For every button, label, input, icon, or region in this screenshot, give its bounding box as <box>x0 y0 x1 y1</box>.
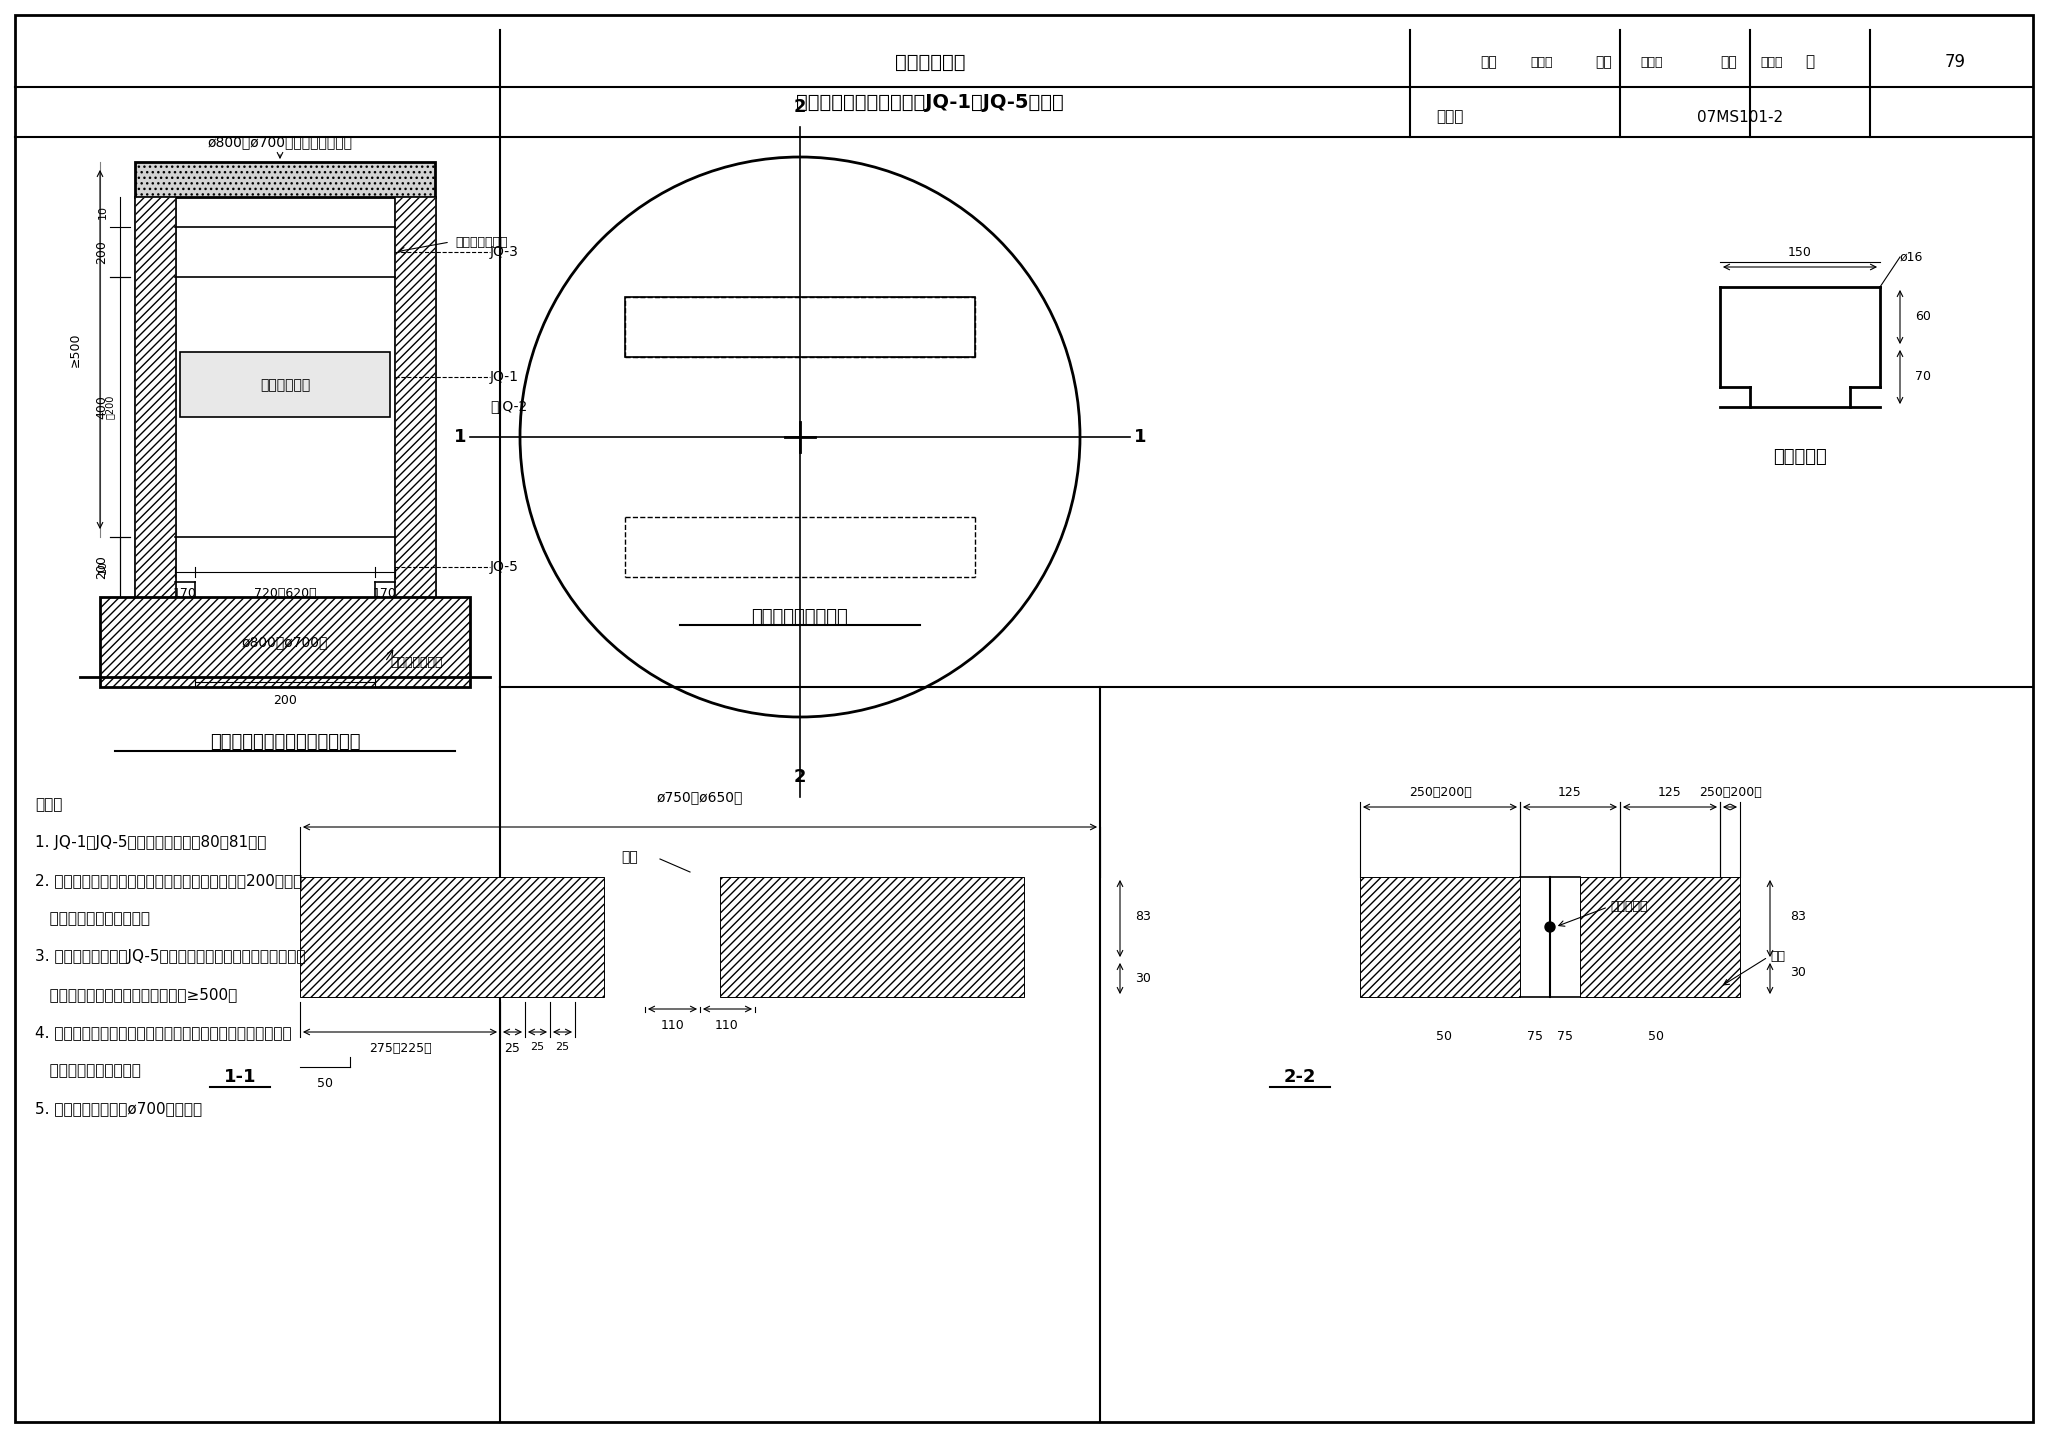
Text: 1. JQ-1～JQ-5配筋图见本图集第80、81页。: 1. JQ-1～JQ-5配筋图见本图集第80、81页。 <box>35 835 266 851</box>
Text: 曾令莅: 曾令莅 <box>1640 56 1663 69</box>
Bar <box>299 877 604 997</box>
Text: ø800（ø700）铸铁井盖及支座: ø800（ø700）铸铁井盖及支座 <box>207 135 352 149</box>
Bar <box>395 197 434 657</box>
Text: 10: 10 <box>98 205 109 218</box>
Text: 螺母及垫圈: 螺母及垫圈 <box>1610 901 1647 914</box>
Text: 2. 根据覆土的深度决定井圈的个数，井圈高度小于200时，可: 2. 根据覆土的深度决定井圈的个数，井圈高度小于200时，可 <box>35 874 303 888</box>
Text: 25: 25 <box>555 1042 569 1052</box>
Text: 铁钉: 铁钉 <box>1769 950 1786 963</box>
Text: 或JQ-2: 或JQ-2 <box>489 399 526 414</box>
Bar <box>100 596 469 687</box>
Bar <box>1581 877 1741 997</box>
Text: 钢筋混凝土预制保温井圈JQ-1～JQ-5组合图: 钢筋混凝土预制保温井圈JQ-1～JQ-5组合图 <box>797 92 1063 112</box>
Text: 及木盖板详图: 及木盖板详图 <box>895 53 965 72</box>
Text: 400: 400 <box>94 395 109 420</box>
Text: 50: 50 <box>317 1076 334 1091</box>
Text: 170: 170 <box>174 586 197 601</box>
Bar <box>135 197 174 657</box>
Text: 79: 79 <box>1944 53 1966 70</box>
Text: 页: 页 <box>1806 55 1815 69</box>
Text: 75: 75 <box>1556 1030 1573 1043</box>
Text: 木制保温盖板平面图: 木制保温盖板平面图 <box>752 608 848 627</box>
Text: 说明：: 说明： <box>35 798 61 812</box>
Bar <box>135 197 174 657</box>
Bar <box>100 596 469 687</box>
Text: 1: 1 <box>455 428 467 445</box>
Text: 150: 150 <box>1788 246 1812 259</box>
Text: 70: 70 <box>1915 371 1931 384</box>
Text: 把手大样图: 把手大样图 <box>1774 448 1827 466</box>
Text: 83: 83 <box>1790 911 1806 924</box>
Text: 预制混凝土砌块: 预制混凝土砌块 <box>455 236 508 249</box>
Text: 110: 110 <box>715 1019 739 1032</box>
Text: 170: 170 <box>373 586 397 601</box>
Bar <box>135 162 434 197</box>
Text: ø16: ø16 <box>1901 250 1923 263</box>
Text: 王龙生: 王龙生 <box>1759 56 1782 69</box>
Text: 2-2: 2-2 <box>1284 1068 1317 1086</box>
Bar <box>721 877 1024 997</box>
Text: 图集号: 图集号 <box>1436 109 1464 125</box>
Text: JQ-5: JQ-5 <box>489 560 518 573</box>
Text: 2: 2 <box>795 98 807 116</box>
Text: 110: 110 <box>662 1019 684 1032</box>
Text: 木制保温盖板: 木制保温盖板 <box>260 378 309 392</box>
Text: 07MS101-2: 07MS101-2 <box>1698 109 1784 125</box>
Text: 275（225）: 275（225） <box>369 1042 432 1055</box>
Text: 2: 2 <box>795 767 807 786</box>
Text: 4. 木制保温盖板材料为松木，木制保温盖板需浸热沥青防腐，: 4. 木制保温盖板材料为松木，木制保温盖板需浸热沥青防腐， <box>35 1025 291 1040</box>
Text: JQ-1: JQ-1 <box>489 369 518 384</box>
Bar <box>135 162 434 197</box>
Bar <box>395 197 434 657</box>
Text: 校对: 校对 <box>1595 55 1612 69</box>
Text: 200: 200 <box>272 694 297 707</box>
Text: 50: 50 <box>1436 1030 1452 1043</box>
Circle shape <box>1544 923 1554 933</box>
Text: 200: 200 <box>94 240 109 264</box>
Text: 审核: 审核 <box>1481 55 1497 69</box>
Text: 25: 25 <box>504 1042 520 1055</box>
Text: ø750（ø650）: ø750（ø650） <box>657 790 743 803</box>
Text: 设计: 设计 <box>1720 55 1737 69</box>
Text: 125: 125 <box>1659 786 1681 799</box>
Text: 60: 60 <box>1915 310 1931 323</box>
Text: 1: 1 <box>1135 428 1147 445</box>
Text: 250（200）: 250（200） <box>1698 786 1761 799</box>
Bar <box>1360 877 1520 997</box>
Text: 用预制混凝土砌块填砌。: 用预制混凝土砌块填砌。 <box>35 911 150 925</box>
Text: 10: 10 <box>98 560 109 573</box>
Text: 把手: 把手 <box>623 851 639 864</box>
Text: 3. 保温盖板放在井圈JQ-5上，预制井筒可由设计人自行组合，: 3. 保温盖板放在井圈JQ-5上，预制井筒可由设计人自行组合， <box>35 948 305 964</box>
Bar <box>180 352 389 417</box>
Text: 720（620）: 720（620） <box>254 586 315 601</box>
Text: ø800（ø700）: ø800（ø700） <box>242 635 328 650</box>
Text: 5. 括号内的数字用于ø700的井口。: 5. 括号内的数字用于ø700的井口。 <box>35 1101 203 1117</box>
Text: 200: 200 <box>94 555 109 579</box>
Text: 83: 83 <box>1135 911 1151 924</box>
Text: 但必须保证保温盖板底距地面距离≥500。: 但必须保证保温盖板底距地面距离≥500。 <box>35 987 238 1002</box>
Text: JQ-3: JQ-3 <box>489 244 518 259</box>
Text: 30: 30 <box>1790 967 1806 980</box>
Bar <box>625 297 975 356</box>
Text: 钢筋混凝土预制保温井圈组合图: 钢筋混凝土预制保温井圈组合图 <box>209 733 360 752</box>
Text: 郭英雄: 郭英雄 <box>1530 56 1552 69</box>
Text: 75: 75 <box>1528 1030 1542 1043</box>
Text: 钢筋混凝土盖板: 钢筋混凝土盖板 <box>389 655 442 668</box>
Text: 或采取其他防腐措施。: 或采取其他防腐措施。 <box>35 1063 141 1078</box>
Text: 减200: 减200 <box>104 395 115 420</box>
Text: 250（200）: 250（200） <box>1409 786 1470 799</box>
Text: ≥500: ≥500 <box>68 332 82 366</box>
Text: 25: 25 <box>530 1042 545 1052</box>
Text: 1-1: 1-1 <box>223 1068 256 1086</box>
Text: 30: 30 <box>1135 971 1151 984</box>
Text: 125: 125 <box>1559 786 1581 799</box>
Text: 50: 50 <box>1649 1030 1665 1043</box>
